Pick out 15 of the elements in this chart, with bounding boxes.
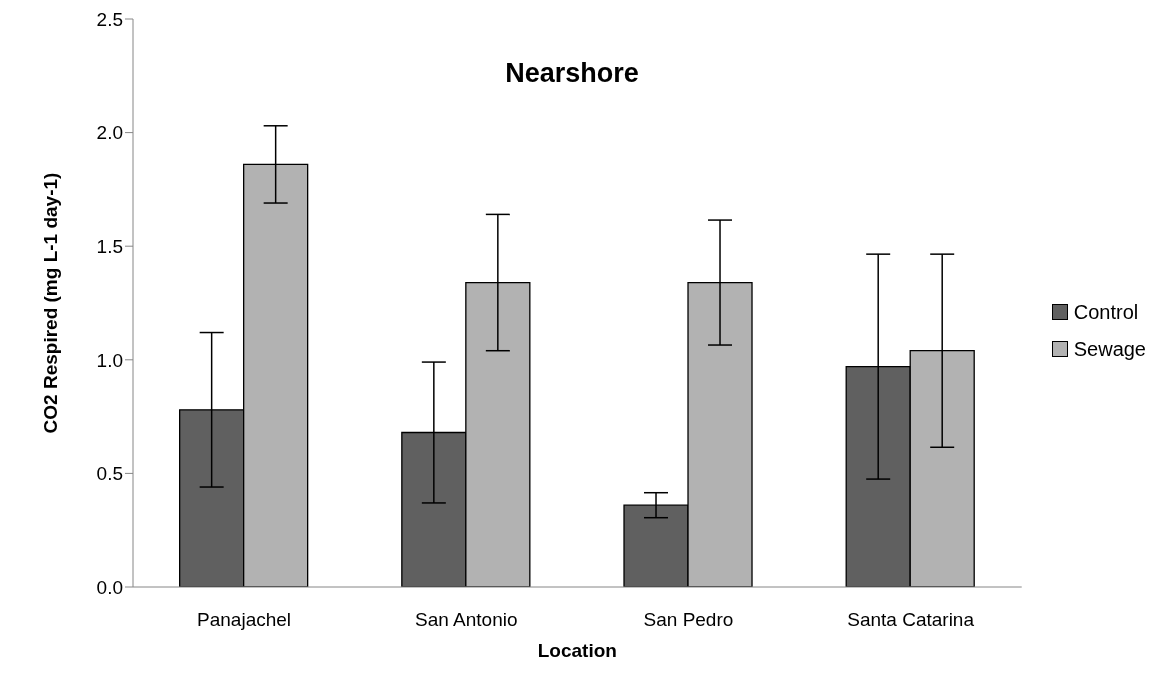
y-tick-label: 2.5 <box>96 8 123 30</box>
y-tick-label: 2.0 <box>96 122 123 144</box>
text: Nearshore <box>504 58 640 89</box>
x-tick-label: Santa Catarina <box>847 609 975 631</box>
x-tick-label: Panajachel <box>197 609 292 631</box>
y-tick-label: 1.5 <box>96 235 123 257</box>
y-axis-title: CO2 Respired (mg L-1 day-1) <box>39 172 61 434</box>
y-tick-label: 0.0 <box>96 576 123 598</box>
y-tick-label: 0.5 <box>96 463 123 485</box>
x-tick-label: San Pedro <box>643 609 734 631</box>
legend-label: Sewage <box>1073 337 1146 361</box>
x-tick-label: San Antonio <box>415 609 518 631</box>
y-tick-label: 1.0 <box>96 349 123 371</box>
legend-label: Control <box>1073 300 1139 324</box>
x-axis-title: Location <box>537 640 617 661</box>
